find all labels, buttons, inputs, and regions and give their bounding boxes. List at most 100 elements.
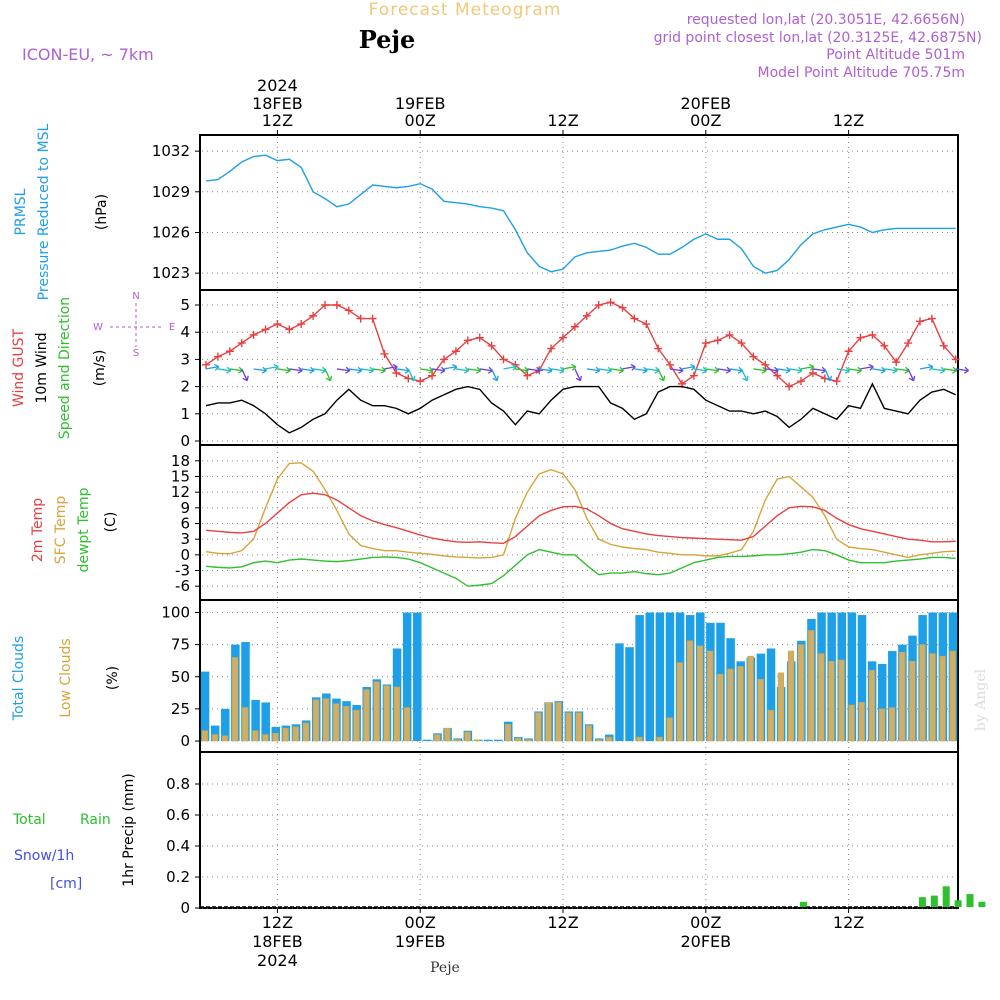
- gust-line-point: [368, 314, 377, 323]
- wind-arrowhead: [475, 366, 482, 374]
- temp-unit: (C): [103, 512, 119, 533]
- panel-frame-0: [199, 134, 959, 291]
- y-tick-label: 100: [161, 604, 190, 622]
- wind-arrowhead: [440, 366, 446, 374]
- low-cloud-bar: [515, 738, 522, 742]
- y-tick-label: 2: [180, 378, 190, 396]
- low-cloud-bar: [707, 650, 714, 742]
- wind-arrowhead: [214, 363, 220, 371]
- clouds-label-1: Total Clouds: [11, 636, 27, 721]
- requested-coords: requested lon,lat (20.3051E, 42.6656N): [687, 12, 965, 28]
- wind-arrowhead: [825, 375, 832, 382]
- low-cloud-bar: [343, 706, 350, 742]
- wind-arrow: [336, 368, 350, 372]
- wind-arrowhead: [409, 375, 416, 382]
- wind-arrowhead: [809, 363, 815, 371]
- y-tick-label: 18: [171, 452, 190, 470]
- gust-line-point: [808, 369, 817, 377]
- wind-arrowhead: [356, 366, 363, 374]
- top-time-label: 12Z: [262, 111, 293, 130]
- gust-line-point: [749, 352, 758, 361]
- gust-line-point: [321, 301, 329, 309]
- low-cloud-bar: [737, 666, 744, 742]
- y-tick-label: 9: [180, 499, 190, 517]
- gust-line-point: [785, 382, 794, 391]
- wind-arrow: [919, 366, 933, 370]
- y-tick-label: 15: [171, 468, 190, 486]
- wind-arrowhead: [928, 363, 934, 371]
- gridpoint-coords: grid point closest lon,lat (20.3125E, 42…: [654, 30, 982, 46]
- low-cloud-bar: [333, 703, 340, 742]
- y-tick-label: 1029: [152, 183, 190, 201]
- total-cloud-bar: [635, 615, 644, 741]
- bottom-time-label: 00Z: [690, 913, 721, 932]
- bottom-time-label: 00Z: [405, 913, 436, 932]
- wind-arrow: [717, 368, 731, 372]
- wind-arrow: [622, 366, 636, 370]
- bottom-date-label: 18FEB: [252, 932, 303, 951]
- gust-line-point: [761, 360, 770, 369]
- gust-line-point: [689, 371, 698, 380]
- gust-line-point: [213, 352, 222, 361]
- wind-arrowhead: [392, 363, 398, 371]
- precip-unit: 1hr Precip (mm): [121, 773, 137, 886]
- bottom-year-label: 2024: [257, 951, 298, 970]
- wind-arrowhead: [345, 366, 351, 374]
- y-tick-label: 0: [180, 732, 190, 750]
- low-cloud-bar: [757, 679, 764, 742]
- gust-line: [205, 301, 957, 388]
- low-cloud-bar: [565, 712, 572, 742]
- gust-line-point: [404, 374, 413, 383]
- gust-line-point: [249, 330, 258, 339]
- top-date-label: 20FEB: [680, 94, 731, 113]
- gust-line-point: [630, 314, 639, 323]
- total-cloud-bar: [413, 612, 422, 741]
- top-year-label: 2024: [257, 76, 298, 95]
- pressure-line: [205, 154, 956, 274]
- low-cloud-bar: [767, 709, 774, 742]
- y-tick-label: -6: [175, 577, 190, 595]
- location-title: Peje: [359, 25, 416, 54]
- pressure-label-1: PRMSL: [13, 188, 29, 235]
- wind-arrow: [289, 368, 303, 372]
- precip-label-snow: Snow/1h: [14, 848, 74, 864]
- low-cloud-bar: [373, 681, 380, 742]
- wind-arrow: [872, 368, 886, 372]
- wind-arrowhead: [785, 366, 791, 374]
- wind-arrow: [931, 368, 945, 372]
- y-tick-label: 3: [180, 350, 190, 368]
- low-cloud-bar: [454, 739, 461, 742]
- wind-arrow: [420, 368, 434, 372]
- wind-arrowhead: [856, 366, 862, 374]
- y-tick-label: 1026: [152, 223, 190, 241]
- low-cloud-bar: [211, 734, 219, 742]
- wind-arrow: [217, 368, 231, 372]
- low-cloud-bar: [666, 717, 673, 742]
- gust-line-point: [344, 306, 353, 315]
- temp-label-2: SFC Temp: [53, 496, 69, 565]
- gust-line-point: [202, 360, 210, 369]
- low-cloud-bar: [252, 730, 259, 742]
- clouds-unit: (%): [105, 666, 121, 690]
- y-tick-label: 1032: [152, 142, 190, 160]
- gust-line-point: [725, 330, 734, 339]
- compass-s: S: [133, 348, 139, 359]
- gust-line-point: [285, 325, 294, 334]
- wind-arrowhead: [285, 366, 291, 374]
- low-cloud-bar: [909, 661, 916, 742]
- wind-arrowhead: [606, 366, 613, 374]
- gust-line-point: [880, 341, 889, 350]
- gust-line-point: [309, 311, 318, 320]
- low-cloud-bar: [686, 640, 694, 742]
- y-tick-label: 0.8: [166, 775, 190, 793]
- wind-arrowhead: [658, 375, 666, 382]
- total-cloud-bar: [877, 663, 887, 741]
- total-cloud-bar: [483, 739, 493, 741]
- total-cloud-bar: [402, 612, 412, 741]
- total-cloud-bar: [493, 739, 503, 741]
- wind-arrow: [301, 368, 315, 372]
- wind-arrow: [729, 368, 743, 372]
- low-cloud-bar: [221, 735, 229, 742]
- y-tick-label: 0: [180, 546, 190, 564]
- wind-compass: N S W E: [93, 291, 175, 359]
